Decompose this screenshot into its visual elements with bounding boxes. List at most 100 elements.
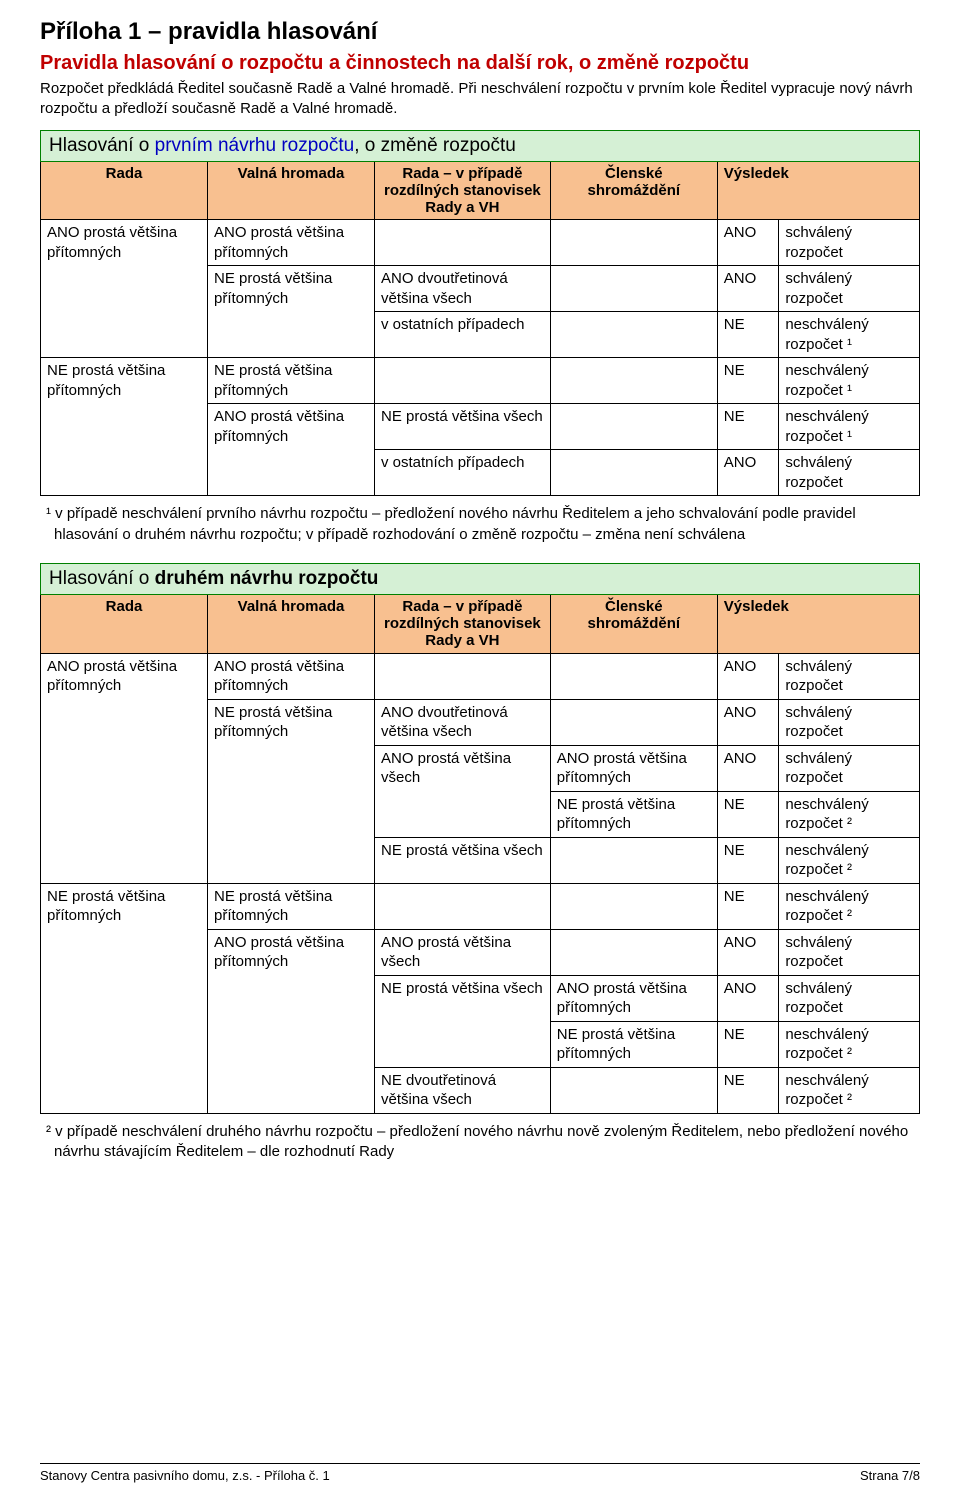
t2-r1c3	[375, 653, 551, 699]
t2-r6c3	[375, 883, 551, 929]
t1-r6c3: v ostatních případech	[375, 450, 551, 496]
t2-r1c2: ANO prostá většina přítomných	[208, 653, 375, 699]
section1-blue: prvním návrhu rozpočtu	[155, 135, 355, 156]
t1-r3c4	[550, 312, 717, 358]
t1-r4c5a: NE	[717, 358, 779, 404]
t2-r5c4	[550, 837, 717, 883]
t1-r2c5a: ANO	[717, 266, 779, 312]
t2-r7c5a: ANO	[717, 929, 779, 975]
t1-r5c4	[550, 404, 717, 450]
t2-col-clenske: Členské shromáždění	[550, 595, 717, 653]
t1-r1c5b: schválený rozpočet	[779, 220, 920, 266]
voting-table-2: Rada Valná hromada Rada – v případě rozd…	[40, 595, 920, 1114]
t2-r7c5b: schválený rozpočet	[779, 929, 920, 975]
t2-r10c5b: neschválený rozpočet ²	[779, 1067, 920, 1113]
col-vysledek: Výsledek	[717, 162, 919, 220]
section2-bold: druhém návrhu rozpočtu	[155, 568, 379, 589]
t2-col-vysledek: Výsledek	[717, 595, 919, 653]
section1-tail: , o změně rozpočtu	[354, 135, 516, 156]
t1-r1c2: ANO prostá většina přítomných	[208, 220, 375, 266]
col-vh: Valná hromada	[208, 162, 375, 220]
t2-r6c4	[550, 883, 717, 929]
t2-r7c4	[550, 929, 717, 975]
t2-r8c3: NE prostá většina všech	[375, 975, 551, 1067]
t1-r5c3: NE prostá většina všech	[375, 404, 551, 450]
section-title-1: Hlasování o prvním návrhu rozpočtu, o zm…	[40, 130, 920, 162]
col-clenske: Členské shromáždění	[550, 162, 717, 220]
t2-r6c2: NE prostá většina přítomných	[208, 883, 375, 929]
t1-r6c5a: ANO	[717, 450, 779, 496]
t1-r1c5a: ANO	[717, 220, 779, 266]
t2-r2c3: ANO dvoutřetinová většina všech	[375, 699, 551, 745]
t2-col-vh: Valná hromada	[208, 595, 375, 653]
t2-r6c5a: NE	[717, 883, 779, 929]
t2-r5c3: NE prostá většina všech	[375, 837, 551, 883]
footnote-2: ² v případě neschválení druhého návrhu r…	[40, 1122, 920, 1163]
t2-r8c5a: ANO	[717, 975, 779, 1021]
t1-r5c5a: NE	[717, 404, 779, 450]
t1-r2c3: ANO dvoutřetinová většina všech	[375, 266, 551, 312]
t2-col-rada-vh: Rada – v případě rozdílných stanovisek R…	[375, 595, 551, 653]
t1-r4c5b: neschválený rozpočet ¹	[779, 358, 920, 404]
t2-r9c5b: neschválený rozpočet ²	[779, 1021, 920, 1067]
t2-r7c3: ANO prostá většina všech	[375, 929, 551, 975]
t2-r3c4: ANO prostá většina přítomných	[550, 745, 717, 791]
col-rada-vh: Rada – v případě rozdílných stanovisek R…	[375, 162, 551, 220]
t2-r1c5a: ANO	[717, 653, 779, 699]
t2-r10c5a: NE	[717, 1067, 779, 1113]
section1-lead: Hlasování o	[49, 135, 155, 156]
t1-r1c4	[550, 220, 717, 266]
doc-heading: Příloha 1 – pravidla hlasování	[40, 18, 920, 46]
t1-r4c2: NE prostá většina přítomných	[208, 358, 375, 404]
t1-r3c5a: NE	[717, 312, 779, 358]
t1-r4c4	[550, 358, 717, 404]
intro-paragraph: Rozpočet předkládá Ředitel současně Radě…	[40, 79, 920, 120]
t1-r1c1: ANO prostá většina přítomných	[41, 220, 208, 358]
t1-r4c1: NE prostá většina přítomných	[41, 358, 208, 496]
t2-r3c5b: schválený rozpočet	[779, 745, 920, 791]
t2-r1c4	[550, 653, 717, 699]
t1-r1c3	[375, 220, 551, 266]
t2-r1c1: ANO prostá většina přítomných	[41, 653, 208, 883]
t2-r9c5a: NE	[717, 1021, 779, 1067]
col-rada: Rada	[41, 162, 208, 220]
t2-r2c5b: schválený rozpočet	[779, 699, 920, 745]
t2-r8c5b: schválený rozpočet	[779, 975, 920, 1021]
doc-subheading: Pravidla hlasování o rozpočtu a činnoste…	[40, 52, 920, 75]
t2-r2c2: NE prostá většina přítomných	[208, 699, 375, 883]
t1-r2c5b: schválený rozpočet	[779, 266, 920, 312]
t1-r2c2: NE prostá většina přítomných	[208, 266, 375, 358]
t1-r3c3: v ostatních případech	[375, 312, 551, 358]
t2-col-rada: Rada	[41, 595, 208, 653]
voting-table-1: Rada Valná hromada Rada – v případě rozd…	[40, 162, 920, 497]
t1-r2c4	[550, 266, 717, 312]
t1-r5c5b: neschválený rozpočet ¹	[779, 404, 920, 450]
t1-r6c4	[550, 450, 717, 496]
page-footer: Stanovy Centra pasivního domu, z.s. - Př…	[40, 1463, 920, 1483]
t2-r4c4: NE prostá většina přítomných	[550, 791, 717, 837]
t2-r4c5b: neschválený rozpočet ²	[779, 791, 920, 837]
footer-left: Stanovy Centra pasivního domu, z.s. - Př…	[40, 1468, 330, 1483]
t2-r9c4: NE prostá většina přítomných	[550, 1021, 717, 1067]
t2-r3c5a: ANO	[717, 745, 779, 791]
section2-lead: Hlasování o	[49, 568, 155, 589]
t2-r5c5b: neschválený rozpočet ²	[779, 837, 920, 883]
section-title-2: Hlasování o druhém návrhu rozpočtu	[40, 563, 920, 595]
t1-r4c3	[375, 358, 551, 404]
footnote-1: ¹ v případě neschválení prvního návrhu r…	[40, 504, 920, 545]
footer-right: Strana 7/8	[860, 1468, 920, 1483]
t2-r7c2: ANO prostá většina přítomných	[208, 929, 375, 1113]
t2-r2c4	[550, 699, 717, 745]
t2-r4c5a: NE	[717, 791, 779, 837]
t2-r8c4: ANO prostá většina přítomných	[550, 975, 717, 1021]
t1-r5c2: ANO prostá většina přítomných	[208, 404, 375, 496]
t2-r3c3: ANO prostá většina všech	[375, 745, 551, 837]
t2-r5c5a: NE	[717, 837, 779, 883]
t1-r3c5b: neschválený rozpočet ¹	[779, 312, 920, 358]
t2-r1c5b: schválený rozpočet	[779, 653, 920, 699]
t2-r6c1: NE prostá většina přítomných	[41, 883, 208, 1113]
t2-r6c5b: neschválený rozpočet ²	[779, 883, 920, 929]
t2-r10c3: NE dvoutřetinová většina všech	[375, 1067, 551, 1113]
t1-r6c5b: schválený rozpočet	[779, 450, 920, 496]
t2-r10c4	[550, 1067, 717, 1113]
